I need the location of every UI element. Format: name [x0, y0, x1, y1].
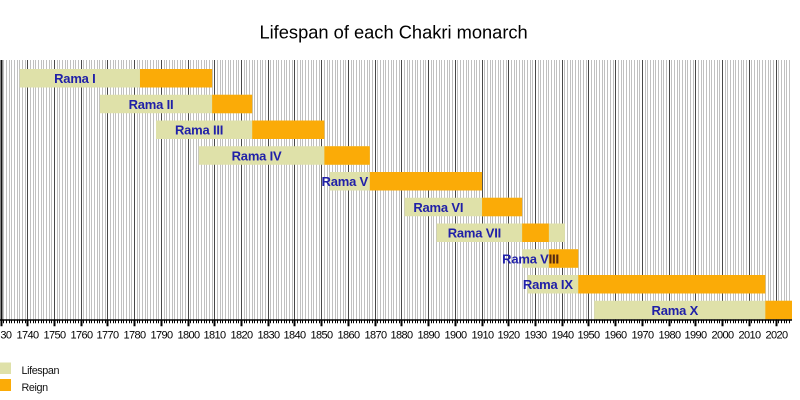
svg-text:1800: 1800 — [177, 330, 200, 342]
svg-text:2020: 2020 — [765, 330, 788, 342]
svg-text:1770: 1770 — [96, 330, 119, 342]
svg-text:1890: 1890 — [417, 330, 440, 342]
svg-text:1810: 1810 — [203, 330, 226, 342]
svg-text:1870: 1870 — [364, 330, 387, 342]
svg-text:Rama VI: Rama VI — [413, 200, 463, 215]
svg-text:Rama III: Rama III — [175, 123, 223, 138]
svg-text:Rama II: Rama II — [129, 97, 174, 112]
svg-text:2000: 2000 — [711, 330, 734, 342]
svg-text:1750: 1750 — [43, 330, 66, 342]
svg-text:1970: 1970 — [631, 330, 654, 342]
svg-text:1790: 1790 — [150, 330, 173, 342]
svg-text:1940: 1940 — [551, 330, 574, 342]
svg-text:1930: 1930 — [524, 330, 547, 342]
svg-text:Rama V: Rama V — [322, 174, 369, 189]
svg-text:1950: 1950 — [577, 330, 600, 342]
svg-text:Rama I: Rama I — [54, 71, 95, 86]
svg-text:1830: 1830 — [257, 330, 280, 342]
svg-text:1820: 1820 — [230, 330, 253, 342]
svg-text:1880: 1880 — [390, 330, 413, 342]
svg-text:1900: 1900 — [444, 330, 467, 342]
svg-text:Rama X: Rama X — [652, 303, 699, 318]
svg-text:Rama IX: Rama IX — [523, 277, 573, 292]
svg-text:30: 30 — [0, 330, 12, 342]
svg-text:1840: 1840 — [283, 330, 306, 342]
svg-text:Lifespan of each Chakri monarc: Lifespan of each Chakri monarch — [259, 22, 527, 43]
svg-text:1980: 1980 — [658, 330, 681, 342]
svg-text:1910: 1910 — [471, 330, 494, 342]
svg-text:Reign: Reign — [22, 382, 49, 394]
svg-text:2010: 2010 — [738, 330, 761, 342]
svg-text:1780: 1780 — [123, 330, 146, 342]
svg-text:Rama VIII: Rama VIII — [502, 251, 559, 266]
svg-text:1860: 1860 — [337, 330, 360, 342]
svg-text:Rama IV: Rama IV — [232, 148, 282, 163]
svg-text:1960: 1960 — [604, 330, 627, 342]
svg-text:1850: 1850 — [310, 330, 333, 342]
svg-text:1740: 1740 — [16, 330, 39, 342]
svg-text:1760: 1760 — [70, 330, 93, 342]
svg-text:1920: 1920 — [497, 330, 520, 342]
svg-text:1990: 1990 — [684, 330, 707, 342]
svg-text:Lifespan: Lifespan — [22, 365, 60, 377]
svg-text:Rama VII: Rama VII — [448, 226, 501, 241]
svg-text:Rama VIII: Rama VIII — [502, 251, 559, 266]
